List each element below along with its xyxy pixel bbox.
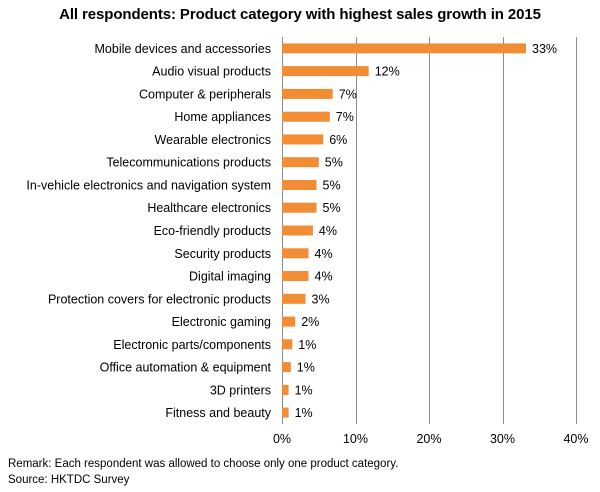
source-note: Source: HKTDC Survey xyxy=(8,474,130,486)
bar-1 xyxy=(282,66,369,77)
x-tick-label-0: 0% xyxy=(273,432,291,446)
category-label-0: Mobile devices and accessories xyxy=(95,42,271,56)
value-label-13: 1% xyxy=(298,338,316,352)
value-label-15: 1% xyxy=(295,383,313,397)
category-labels: Mobile devices and accessories Audio visu… xyxy=(26,42,271,420)
value-label-1: 12% xyxy=(375,65,400,79)
category-label-4: Wearable electronics xyxy=(155,133,272,147)
value-label-2: 7% xyxy=(339,87,357,101)
remark-note: Remark: Each respondent was allowed to c… xyxy=(8,458,399,470)
value-label-11: 3% xyxy=(312,292,330,306)
bar-7 xyxy=(282,202,317,213)
value-label-4: 6% xyxy=(329,133,347,147)
bar-10 xyxy=(282,271,309,281)
category-label-10: Digital imaging xyxy=(189,270,271,284)
x-axis-ticks: 0% 10% 20% 30% 40% xyxy=(273,432,589,446)
value-label-12: 2% xyxy=(301,315,319,329)
category-label-15: 3D printers xyxy=(210,383,271,397)
category-label-1: Audio visual products xyxy=(152,65,271,79)
value-label-16: 1% xyxy=(295,406,313,420)
value-label-14: 1% xyxy=(297,361,315,375)
category-label-2: Computer & peripherals xyxy=(139,87,271,101)
x-tick-label-4: 40% xyxy=(563,432,588,446)
category-label-8: Eco-friendly products xyxy=(154,224,271,238)
bar-11 xyxy=(282,293,306,304)
x-tick-label-1: 10% xyxy=(343,432,368,446)
category-label-9: Security products xyxy=(174,247,271,261)
bar-13 xyxy=(282,339,293,350)
value-label-3: 7% xyxy=(336,110,354,124)
value-label-9: 4% xyxy=(315,247,333,261)
x-tick-label-3: 30% xyxy=(490,432,515,446)
bar-0 xyxy=(282,43,526,54)
bars xyxy=(282,43,526,418)
category-label-6: In-vehicle electronics and navigation sy… xyxy=(26,179,271,193)
value-label-7: 5% xyxy=(323,201,341,215)
bar-12 xyxy=(282,316,296,327)
chart-title: All respondents: Product category with h… xyxy=(59,6,541,23)
value-label-10: 4% xyxy=(315,270,333,284)
category-label-14: Office automation & equipment xyxy=(100,361,272,375)
bar-8 xyxy=(282,225,313,236)
bar-14 xyxy=(282,362,291,373)
bar-15 xyxy=(282,384,289,395)
value-label-5: 5% xyxy=(325,156,343,170)
category-label-13: Electronic parts/components xyxy=(113,338,271,352)
x-tick-label-2: 20% xyxy=(416,432,441,446)
bar-2 xyxy=(282,88,333,99)
value-labels: 33% 12% 7% 7% 6% 5% 5% 5% 4% 4% 4% 3% 2% 1% 1% 1% 1% xyxy=(295,42,557,420)
value-label-6: 5% xyxy=(323,179,341,193)
bar-9 xyxy=(282,248,309,259)
category-label-7: Healthcare electronics xyxy=(147,201,271,215)
category-label-5: Telecommunications products xyxy=(106,156,271,170)
value-label-0: 33% xyxy=(532,42,557,56)
category-label-11: Protection covers for electronic product… xyxy=(48,292,271,306)
bar-4 xyxy=(282,134,324,145)
category-label-3: Home appliances xyxy=(174,110,271,124)
value-label-8: 4% xyxy=(319,224,337,238)
category-label-16: Fitness and beauty xyxy=(165,406,271,420)
bar-6 xyxy=(282,180,317,190)
bar-5 xyxy=(282,157,319,168)
bar-3 xyxy=(282,111,330,122)
category-label-12: Electronic gaming xyxy=(172,315,271,329)
bar-16 xyxy=(282,407,289,418)
